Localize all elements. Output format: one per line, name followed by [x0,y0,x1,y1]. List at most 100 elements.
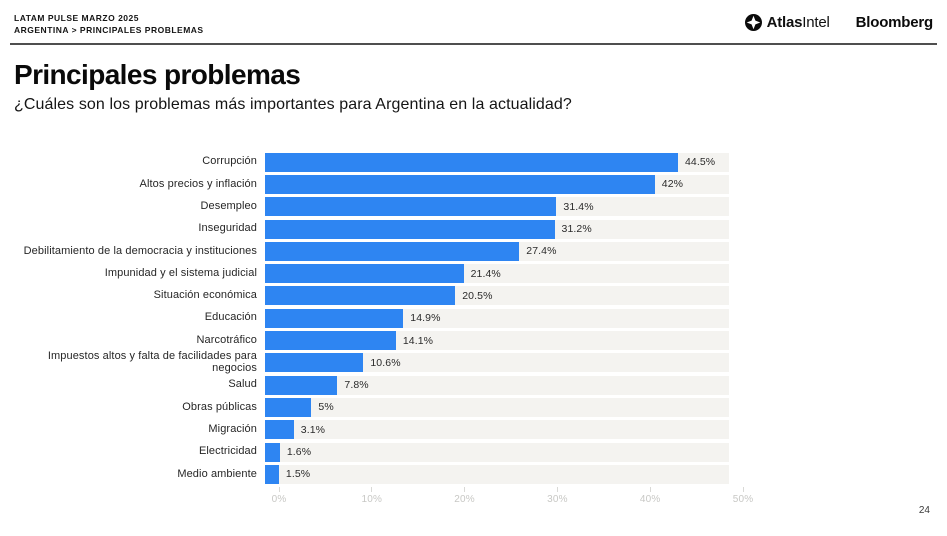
atlasintel-wordmark: AtlasIntel [766,14,830,31]
category-label: Altos precios y inflación [139,177,257,190]
axis-tick-mark [464,487,466,493]
axis-tick-label: 20% [454,494,475,506]
report-name: LATAM PULSE MARZO 2025 [14,13,139,23]
value-label: 21.4% [470,267,501,280]
chart-row: Debilitamiento de la democracia y instit… [14,240,947,262]
bar-chart: Corrupción 44.5% Altos precios y inflaci… [14,151,947,511]
bar-track: 14.1% [265,331,729,351]
value-label: 3.1% [300,423,326,436]
bar [265,420,294,440]
value-label: 5% [318,401,334,414]
category-label: Inseguridad [198,222,257,235]
bar [265,241,520,261]
bar-track: 14.9% [265,308,729,328]
bar-track: 7.8% [265,375,729,395]
value-label: 1.6% [286,446,312,458]
axis-tick-mark [742,487,744,493]
axis-tick-label: 40% [639,494,661,506]
axis-tick-mark [556,487,558,493]
bar-track: 10.6% [265,353,729,373]
bar [265,375,338,395]
chart-row: Corrupción 44.5% [14,151,947,173]
chart-row: Impuestos altos y falta de facilidades p… [14,350,947,374]
chart-row: Electricidad 1.6% [14,441,947,463]
category-label: Impunidad y el sistema judicial [104,266,257,279]
page-number: 24 [918,505,930,516]
value-label: 27.4% [526,245,557,258]
axis-tick-label: 0% [271,494,287,506]
category-label: Narcotráfico [196,333,257,346]
bar [265,286,456,306]
page-subtitle: ¿Cuáles son los problemas más importante… [14,96,572,113]
bloomberg-logo: Bloomberg [855,14,934,31]
bar [265,353,364,373]
chart-row: Altos precios y inflación 42% [14,173,947,195]
bar [265,264,464,284]
header-divider [10,43,937,45]
header: LATAM PULSE MARZO 2025 ARGENTINA > PRINC… [0,0,947,36]
value-label: 14.1% [402,334,434,347]
title-block: Principales problemas ¿Cuáles son los pr… [0,45,947,114]
value-label: 31.4% [563,200,594,213]
category-label: Medio ambiente [177,467,257,480]
bar-track: 44.5% [265,152,729,172]
axis-tick-mark [371,487,373,493]
chart-row: Inseguridad 31.2% [14,218,947,240]
bar-track: 20.5% [265,286,729,306]
bar-track: 1.6% [265,442,729,462]
chart-row: Obras públicas 5% [14,396,947,418]
bar-track: 3.1% [265,420,729,440]
chart-row: Narcotráfico 14.1% [14,329,947,351]
category-label: Desempleo [200,199,257,212]
bar [265,331,396,351]
bar [265,174,655,194]
axis-tick-label: 50% [732,494,754,506]
chart-row: Migración 3.1% [14,419,947,441]
x-axis: 0% 10% 20% 30% 40% 50% [272,487,753,511]
value-label: 1.5% [285,468,311,481]
axis-tick-label: 10% [361,494,383,506]
logos: AtlasIntel Bloomberg [744,14,934,31]
section-breadcrumb: ARGENTINA > PRINCIPALES PROBLEMAS [14,25,204,35]
value-label: 14.9% [410,312,441,325]
chart-row: Educación 14.9% [14,307,947,329]
bar-track: 1.5% [265,464,729,484]
axis-tick-label: 30% [547,494,568,506]
bar-track: 5% [265,397,729,417]
chart-row: Salud 7.8% [14,374,947,396]
value-label: 20.5% [462,289,493,302]
chart-row: Situación económica 20.5% [14,285,947,307]
category-label: Corrupción [202,155,257,168]
chart-rows: Corrupción 44.5% Altos precios y inflaci… [14,151,947,485]
atlasintel-logo: AtlasIntel [744,14,830,31]
bar-track: 42% [265,174,729,194]
bar [265,219,555,239]
category-label: Salud [228,378,257,391]
bar-track: 21.4% [265,264,729,284]
value-label: 7.8% [344,379,369,392]
bar [265,152,678,172]
value-label: 44.5% [684,156,716,169]
atlasintel-icon [744,14,762,31]
bar-track: 31.4% [265,197,729,217]
axis-tick-mark [278,487,280,493]
value-label: 31.2% [561,223,592,236]
bar-track: 31.2% [265,219,729,239]
bar-track: 27.4% [265,241,729,261]
chart-row: Medio ambiente 1.5% [14,463,947,485]
category-label: Situación económica [153,289,257,302]
chart-row: Desempleo 31.4% [14,196,947,218]
bar [265,442,280,462]
bar [265,397,312,417]
category-label: Electricidad [198,445,257,458]
value-label: 10.6% [370,356,401,369]
category-label: Educación [204,311,257,324]
bar [265,308,404,328]
category-label: Impuestos altos y falta de facilidades p… [47,350,257,374]
bar [265,197,557,217]
category-label: Obras públicas [182,400,257,413]
category-label: Migración [208,422,257,435]
page-title: Principales problemas [14,59,301,90]
axis-tick-mark [649,487,651,493]
